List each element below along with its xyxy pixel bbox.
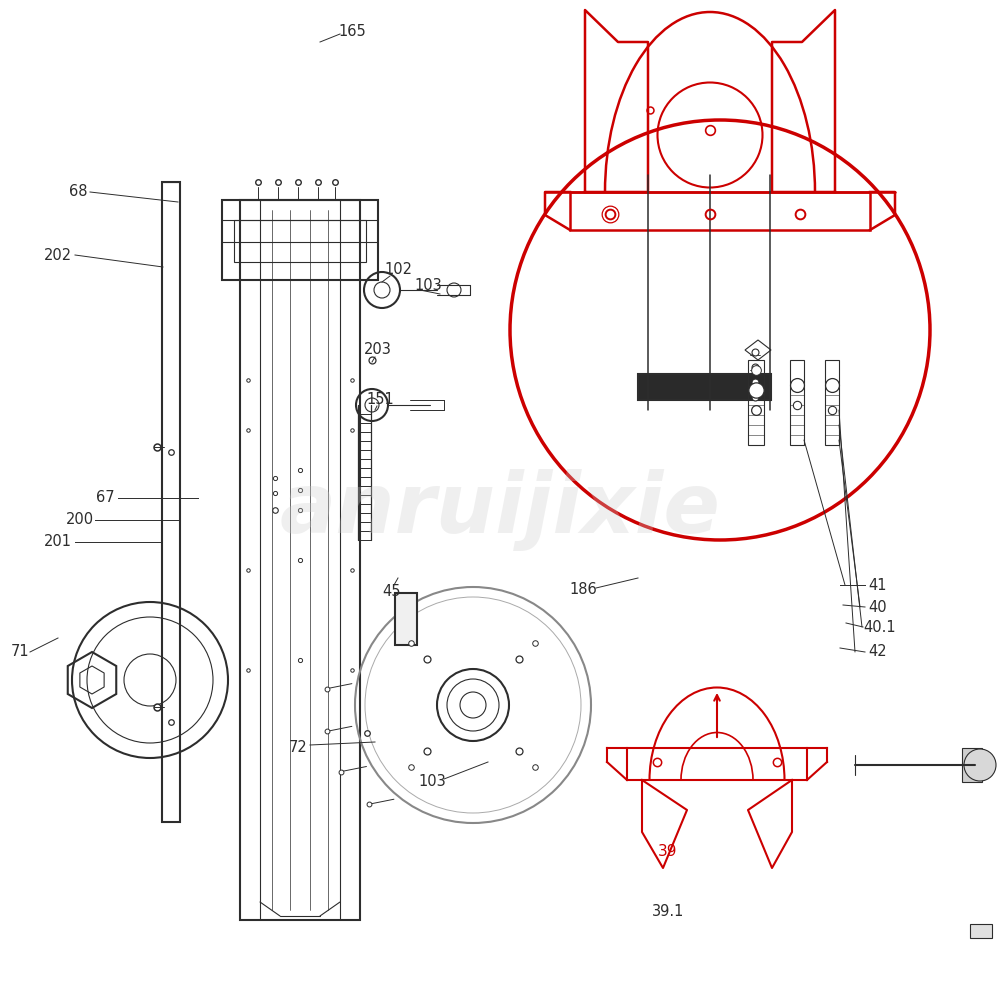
Text: 103: 103 <box>418 774 446 790</box>
Text: 40.1: 40.1 <box>864 620 896 636</box>
Bar <box>825 360 839 445</box>
Text: 39.1: 39.1 <box>652 904 684 920</box>
Text: 201: 201 <box>44 534 72 550</box>
Bar <box>395 593 417 645</box>
Text: 45: 45 <box>383 584 401 599</box>
Text: 202: 202 <box>44 247 72 262</box>
Text: 165: 165 <box>338 24 366 39</box>
Text: 42: 42 <box>869 645 887 660</box>
Bar <box>162 182 180 822</box>
Text: 40: 40 <box>869 599 887 614</box>
Text: 72: 72 <box>289 740 307 754</box>
Text: 39: 39 <box>658 844 678 859</box>
Text: 102: 102 <box>384 262 412 277</box>
Bar <box>790 360 804 445</box>
Text: 71: 71 <box>11 645 29 660</box>
Text: 103: 103 <box>414 278 442 294</box>
Text: anruijixie: anruijixie <box>280 469 720 551</box>
Text: 67: 67 <box>96 490 114 506</box>
Bar <box>240 200 360 920</box>
Circle shape <box>964 749 996 781</box>
Text: 203: 203 <box>364 342 392 358</box>
Text: 68: 68 <box>69 184 87 200</box>
Bar <box>570 192 870 230</box>
Bar <box>962 748 982 782</box>
Bar <box>222 200 378 280</box>
Bar <box>234 220 366 262</box>
Bar <box>638 374 771 400</box>
Bar <box>748 360 764 445</box>
Text: 151: 151 <box>366 392 394 408</box>
Text: 200: 200 <box>66 512 94 528</box>
Text: 41: 41 <box>869 578 887 592</box>
Text: 186: 186 <box>569 582 597 597</box>
Bar <box>627 748 807 780</box>
Bar <box>970 924 992 938</box>
